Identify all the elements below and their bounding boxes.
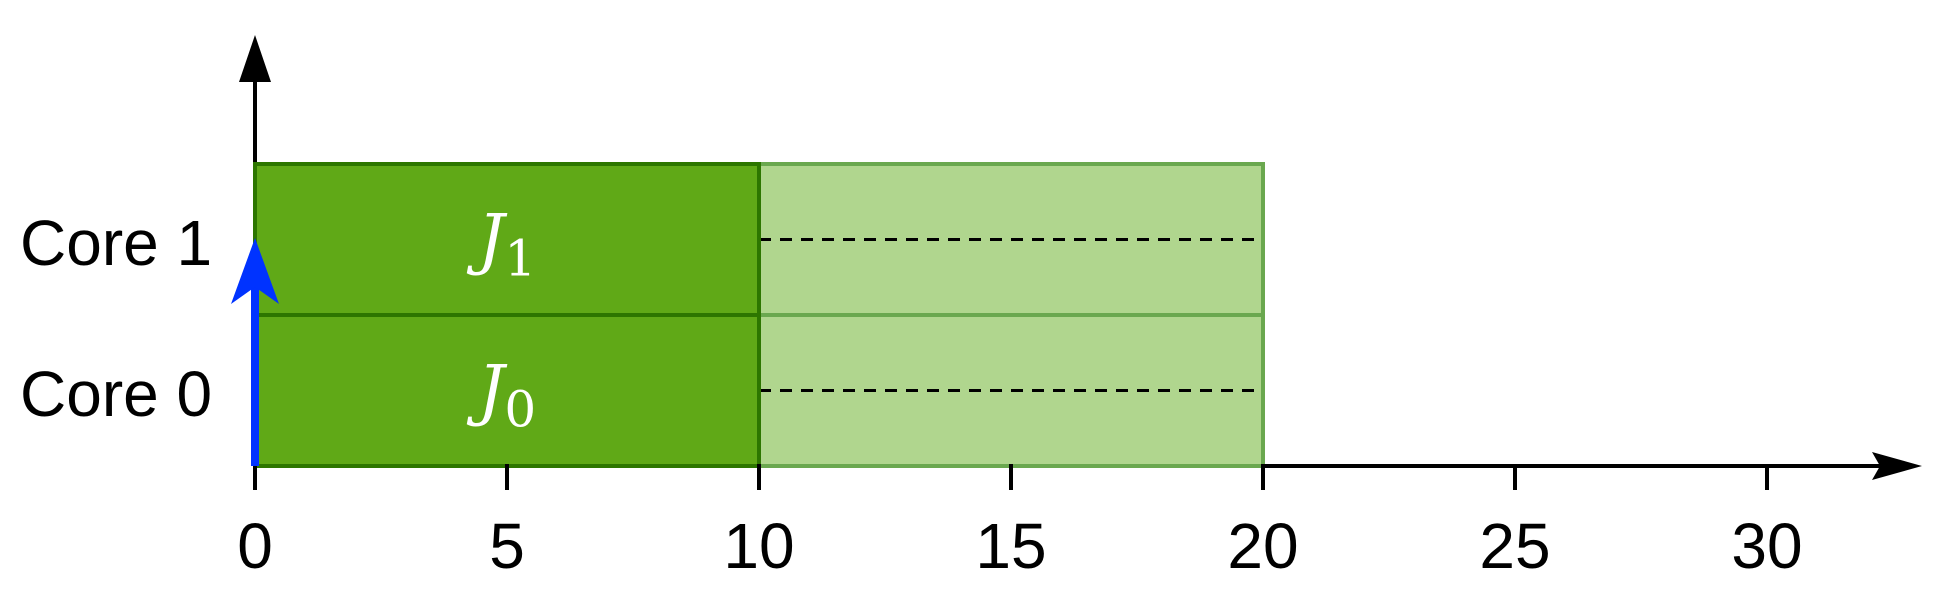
core-0-label: Core 0 — [20, 358, 212, 430]
x-axis-ticks: 0 5 10 15 20 25 30 — [237, 464, 1803, 582]
x-tick-label-5: 5 — [489, 510, 525, 582]
x-tick-label-0: 0 — [237, 510, 273, 582]
x-tick-label-30: 30 — [1731, 510, 1802, 582]
x-axis-arrowhead-icon — [1872, 452, 1922, 480]
x-tick-label-25: 25 — [1479, 510, 1550, 582]
x-tick-label-15: 15 — [975, 510, 1046, 582]
job-1: J1 — [253, 162, 1265, 317]
job-0: J0 — [253, 313, 1265, 468]
x-tick-label-10: 10 — [723, 510, 794, 582]
x-tick-label-20: 20 — [1227, 510, 1298, 582]
y-axis-arrowhead-icon — [239, 35, 271, 82]
release-arrow-head-icon — [231, 238, 279, 304]
release-arrow — [231, 238, 279, 466]
job-1-executed-block — [253, 162, 761, 317]
core-1-label: Core 1 — [20, 207, 212, 279]
